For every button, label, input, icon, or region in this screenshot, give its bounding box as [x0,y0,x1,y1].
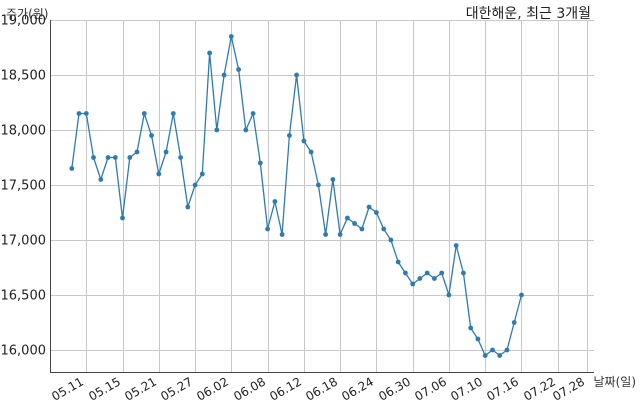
data-point [127,155,133,160]
data-point [207,50,213,56]
data-point [446,292,452,298]
data-point [417,276,423,281]
data-point [461,270,466,276]
data-point [221,72,227,78]
y-tick-label: 18,500 [1,69,47,84]
data-point [163,149,169,155]
data-point [91,155,96,160]
x-tick-labels: 05.11 05.15 05.21 05.27 06.02 06.08 06.12 06.18… [49,374,587,403]
x-tick-label: 07.06 [412,374,449,403]
data-point [214,127,220,133]
axes [50,20,594,373]
y-axis-label: 주가(원) [6,7,48,21]
x-tick-label: 05.11 [49,374,86,403]
data-point [141,111,147,116]
x-tick-label: 06.24 [339,374,376,403]
data-point [432,276,437,281]
grid [50,20,594,372]
x-axis-label: 날짜(일) [594,375,636,389]
data-point [156,171,162,177]
x-tick-label: 05.15 [86,374,123,403]
data-point [337,232,343,237]
data-point [497,353,503,358]
chart-title: 대한해운, 최근 3개월 [466,6,591,22]
data-point [250,111,256,116]
data-point [490,347,495,353]
data-point [257,160,263,166]
x-tick-label: 06.18 [303,374,340,403]
data-point [316,182,321,188]
data-point [439,270,445,276]
data-point [76,111,82,116]
x-tick-label: 05.21 [122,374,159,403]
y-tick-label: 17,000 [1,234,47,249]
series [69,34,524,358]
data-point [279,232,285,237]
y-tick-label: 19,000 [1,14,47,29]
data-point [185,204,191,210]
data-point [475,336,481,342]
data-point [199,171,205,177]
y-tick-labels: 16,000 16,500 17,000 17,500 18,000 18,500 19,0… [1,14,47,359]
y-tick-label: 16,500 [1,289,47,304]
data-point [410,281,416,287]
x-tick-label: 07.22 [521,374,558,403]
x-tick-label: 06.30 [376,374,413,403]
data-point [105,155,111,160]
y-tick-label: 16,000 [1,344,47,359]
data-point [424,270,430,276]
data-point [243,127,249,133]
x-tick-label: 06.12 [267,374,304,403]
data-point [272,199,278,204]
x-tick-label: 07.16 [484,374,521,403]
data-point [504,347,510,353]
data-point [287,133,292,138]
data-point [345,215,350,221]
data-point [120,215,125,221]
data-point [374,210,379,215]
data-point [83,111,89,116]
x-tick-label: 07.28 [550,374,587,403]
data-point [134,149,140,155]
data-point [352,221,357,226]
data-point [265,226,270,232]
data-point [511,320,517,325]
data-point [294,72,299,78]
data-point [330,177,336,182]
data-point [388,237,394,243]
data-point [482,353,488,358]
data-point [381,226,387,232]
x-tick-label: 06.08 [231,374,268,403]
data-point [228,34,234,39]
y-tick-label: 18,000 [1,124,47,139]
data-point [323,232,328,237]
data-point [192,182,198,188]
data-point [112,155,118,160]
data-point [453,243,459,248]
data-point [519,292,524,298]
data-point [170,111,176,116]
x-tick-label: 07.10 [448,374,485,403]
data-point [301,138,307,144]
data-point [395,259,401,265]
y-tick-label: 17,500 [1,179,47,194]
data-point [69,166,75,171]
data-point [468,325,474,331]
x-tick-label: 06.02 [194,374,231,403]
data-point [98,177,104,182]
data-point [366,204,372,210]
data-point [308,149,314,155]
data-point [359,226,365,232]
series-line [71,35,523,357]
data-point [403,270,408,276]
data-point [178,155,184,160]
data-point [236,67,242,72]
data-point [149,133,154,138]
x-tick-label: 05.27 [158,374,195,403]
